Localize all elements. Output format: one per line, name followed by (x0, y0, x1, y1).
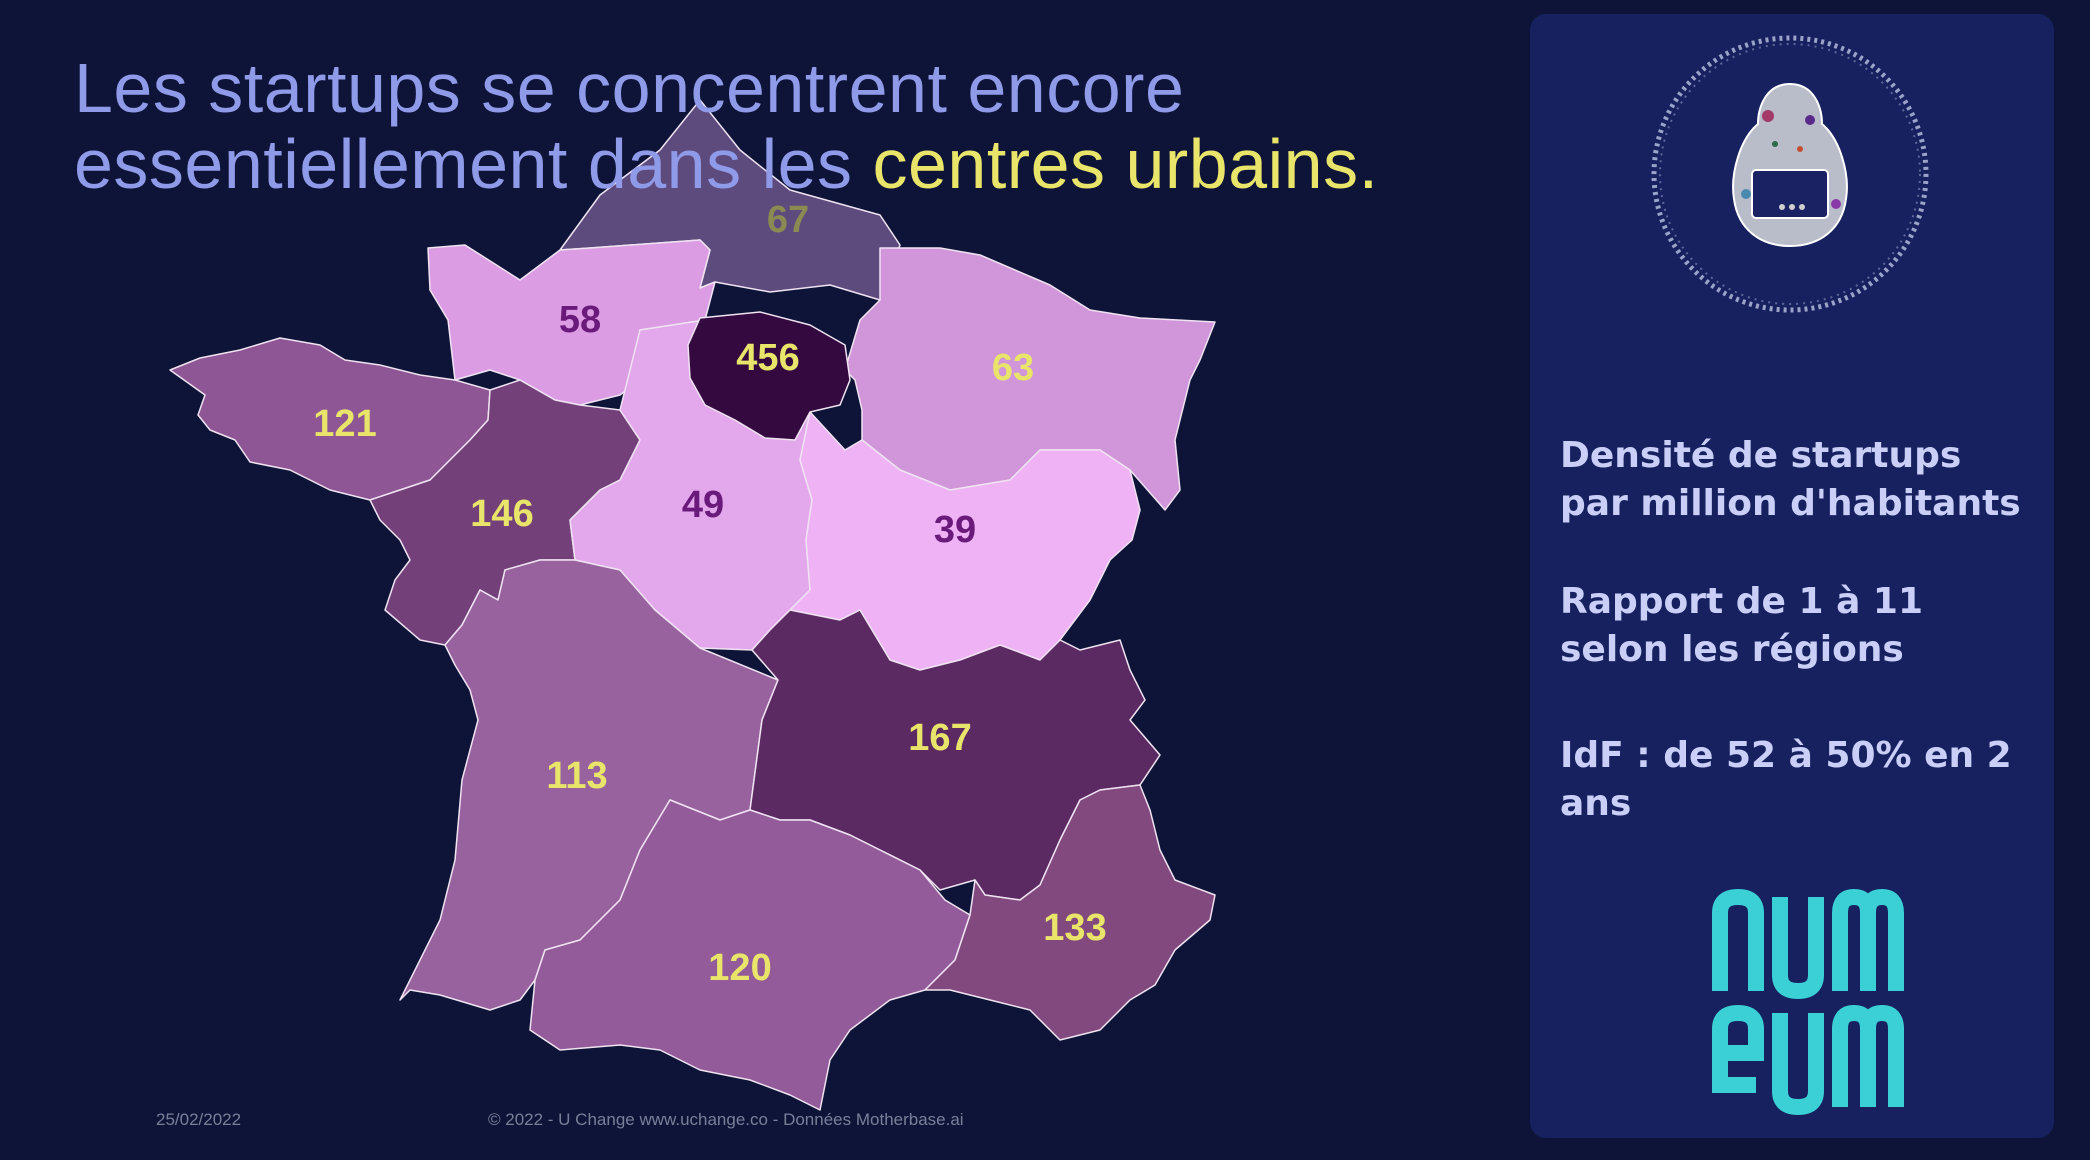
panel-ratio-text: Rapport de 1 à 11 selon les régions (1560, 581, 1924, 670)
region-value: 456 (736, 337, 799, 379)
region-value: 63 (992, 347, 1034, 389)
info-panel: Densité de startups par million d'habita… (1530, 14, 2054, 1138)
region-value: 146 (470, 493, 533, 535)
region-value: 120 (708, 947, 771, 989)
region-value: 39 (934, 509, 976, 551)
region-ile-de-france[interactable]: 456 (687, 311, 851, 441)
region-value: 67 (767, 199, 809, 241)
numeum-logo (1712, 889, 1904, 1116)
panel-density-text: Densité de startups par million d'habita… (1560, 435, 2021, 524)
region-auvergne-rhone-alpes[interactable]: 167 (749, 609, 1161, 901)
france-regions-map: 67 58 63 121 146 49 39 456 113 167 (169, 99, 1216, 1111)
region-value: 133 (1043, 907, 1106, 949)
region-value: 167 (908, 717, 971, 759)
region-hauts-de-france[interactable]: 67 (559, 99, 901, 301)
region-value: 58 (559, 299, 601, 341)
slide-copyright: © 2022 - U Change www.uchange.co - Donné… (488, 1110, 964, 1129)
title-highlight: centres urbains. (872, 125, 1379, 203)
region-value: 49 (682, 484, 724, 526)
region-bretagne[interactable]: 121 (169, 337, 491, 501)
panel-idf-text: IdF : de 52 à 50% en 2 ans (1560, 735, 2012, 824)
slide-date: 25/02/2022 (156, 1110, 242, 1129)
region-value: 113 (546, 755, 607, 797)
title-text: Les startups se concentrent encore essen… (74, 49, 1185, 203)
region-grand-est[interactable]: 63 (844, 247, 1216, 511)
region-nouvelle-aquitaine[interactable]: 113 (399, 559, 779, 1011)
region-bourgogne-franche-comte[interactable]: 39 (789, 411, 1141, 671)
region-value: 121 (313, 403, 376, 445)
region-provence-alpes-cote-dazur[interactable]: 133 (924, 784, 1216, 1041)
avatar-icon (1651, 35, 1929, 313)
slide-title: Les startups se concentrent encore essen… (74, 50, 1474, 202)
